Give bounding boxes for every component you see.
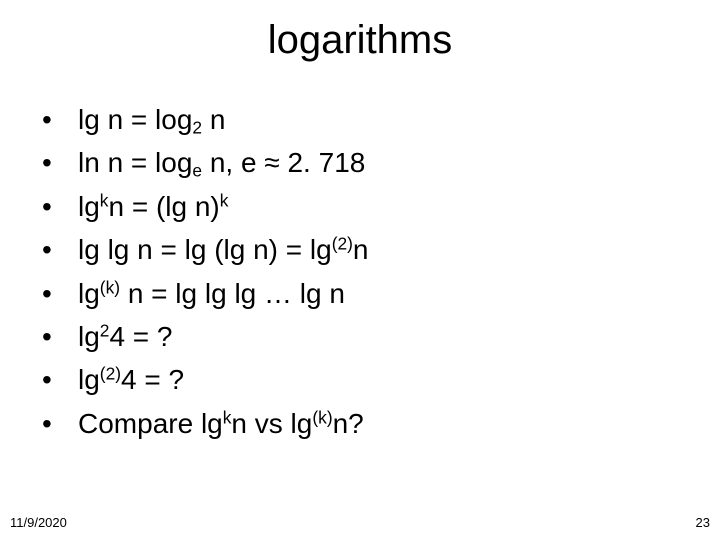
list-item-text: lgkn = (lg n)k: [78, 185, 684, 228]
list-item-text: lg(k) n = lg lg lg … lg n: [78, 272, 684, 315]
list-item-text: lg24 = ?: [78, 315, 684, 358]
slide: logarithms • lg n = log2 n • ln n = loge…: [0, 0, 720, 540]
bullet-list: • lg n = log2 n • ln n = loge n, e ≈ 2. …: [36, 98, 684, 445]
bullet-glyph: •: [36, 358, 78, 401]
list-item-text: lg n = log2 n: [78, 98, 684, 141]
list-item: • lg24 = ?: [36, 315, 684, 358]
list-item: • Compare lgkn vs lg(k)n?: [36, 402, 684, 445]
list-item: • lg lg n = lg (lg n) = lg(2)n: [36, 228, 684, 271]
bullet-glyph: •: [36, 402, 78, 445]
list-item-text: ln n = loge n, e ≈ 2. 718: [78, 141, 684, 184]
bullet-glyph: •: [36, 185, 78, 228]
list-item: • ln n = loge n, e ≈ 2. 718: [36, 141, 684, 184]
list-item-text: Compare lgkn vs lg(k)n?: [78, 402, 684, 445]
footer-page-number: 23: [696, 515, 710, 530]
footer-date: 11/9/2020: [10, 515, 67, 530]
bullet-glyph: •: [36, 141, 78, 184]
slide-title: logarithms: [0, 18, 720, 63]
bullet-glyph: •: [36, 315, 78, 358]
list-item: • lg(k) n = lg lg lg … lg n: [36, 272, 684, 315]
list-item: • lgkn = (lg n)k: [36, 185, 684, 228]
list-item: • lg n = log2 n: [36, 98, 684, 141]
bullet-glyph: •: [36, 228, 78, 271]
bullet-glyph: •: [36, 98, 78, 141]
list-item-text: lg lg n = lg (lg n) = lg(2)n: [78, 228, 684, 271]
list-item: • lg(2)4 = ?: [36, 358, 684, 401]
bullet-glyph: •: [36, 272, 78, 315]
list-item-text: lg(2)4 = ?: [78, 358, 684, 401]
